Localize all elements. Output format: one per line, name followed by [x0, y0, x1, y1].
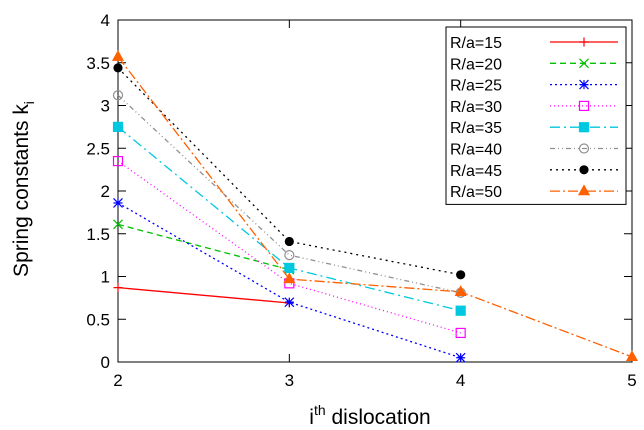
data-point [113, 219, 123, 230]
y-tick-label: 4 [101, 11, 110, 30]
legend-marker [577, 184, 591, 196]
legend-item: R/a=40 [450, 142, 618, 159]
data-point [111, 50, 125, 61]
x-axis-title-base: i [309, 406, 314, 429]
data-point [112, 155, 124, 167]
data-point [112, 90, 124, 101]
series-line [117, 202, 461, 359]
series-8 [111, 50, 639, 361]
legend-label: R/a=25 [450, 78, 502, 95]
legend-label: R/a=40 [450, 142, 502, 159]
legend-marker [579, 79, 589, 90]
data-point [284, 236, 294, 247]
legend-marker [579, 37, 589, 47]
y-tick-label: 2.5 [86, 139, 110, 158]
y-axis-title: Spring constants ki [10, 101, 37, 277]
y-tick-label: 0.5 [86, 310, 110, 329]
x-tick-label: 4 [456, 371, 465, 390]
data-point [283, 272, 296, 284]
data-point [455, 305, 466, 316]
legend-label: R/a=50 [450, 184, 502, 201]
data-point [284, 297, 295, 308]
legend-item: R/a=25 [450, 78, 618, 95]
legend-label: R/a=30 [450, 99, 502, 116]
y-tick-label: 0 [101, 353, 110, 372]
legend-item: R/a=45 [450, 163, 618, 180]
series-line [117, 67, 461, 276]
legend-marker [578, 122, 590, 133]
legend: R/a=15 R/a=20 R/a=25 R/a=30 R/a=35 R/a=40 R/a=… [445, 26, 627, 205]
series-line [117, 56, 633, 358]
data-point [284, 262, 295, 274]
legend-box [445, 26, 627, 205]
series-layer [111, 50, 639, 363]
data-point [625, 350, 639, 361]
data-point [113, 63, 123, 73]
data-point [455, 327, 466, 339]
legend-marker [578, 143, 590, 154]
data-point [113, 283, 123, 293]
legend-label: R/a=15 [450, 35, 502, 52]
y-tick-label: 3 [101, 97, 110, 116]
series-line [117, 286, 290, 304]
series-3 [113, 198, 466, 363]
data-point [455, 352, 466, 363]
legend-label: R/a=45 [450, 163, 502, 180]
series-2 [113, 219, 295, 275]
y-axis-title-subscript: i [21, 101, 37, 104]
x-axis-title-superscript: th [314, 402, 326, 418]
legend-label: R/a=20 [450, 56, 502, 73]
legend-marker [579, 165, 589, 175]
data-point [454, 285, 467, 296]
series-5 [112, 121, 466, 316]
data-point [284, 250, 295, 261]
y-tick-label: 3.5 [86, 54, 110, 73]
legend-item: R/a=30 [450, 99, 618, 116]
y-axis-title-base: Spring constants k [10, 104, 33, 277]
legend-label: R/a=35 [450, 120, 502, 137]
series-1 [113, 283, 294, 308]
x-axis-title-rest: dislocation [326, 406, 431, 429]
y-tick-label: 1.5 [86, 225, 110, 244]
series-4 [112, 155, 466, 339]
y-axis: 0 0.5 1 1.5 2 2.5 3 3.5 4 [86, 11, 632, 372]
legend-item: R/a=15 [450, 35, 618, 52]
legend-marker [579, 58, 589, 69]
legend-item: R/a=50 [450, 184, 618, 201]
x-axis-title: ith dislocation [309, 402, 430, 429]
series-7 [113, 63, 466, 280]
data-point [113, 198, 123, 208]
x-tick-label: 3 [285, 371, 294, 390]
x-axis: 2 3 4 5 [113, 20, 637, 390]
y-tick-label: 1 [101, 268, 110, 287]
data-point [112, 121, 124, 132]
x-tick-label: 5 [627, 371, 636, 390]
legend-item: R/a=20 [450, 56, 618, 73]
legend-item: R/a=35 [450, 120, 618, 137]
data-point [456, 270, 466, 280]
y-tick-label: 2 [101, 182, 110, 201]
x-tick-label: 2 [113, 371, 122, 390]
legend-marker [578, 100, 590, 112]
